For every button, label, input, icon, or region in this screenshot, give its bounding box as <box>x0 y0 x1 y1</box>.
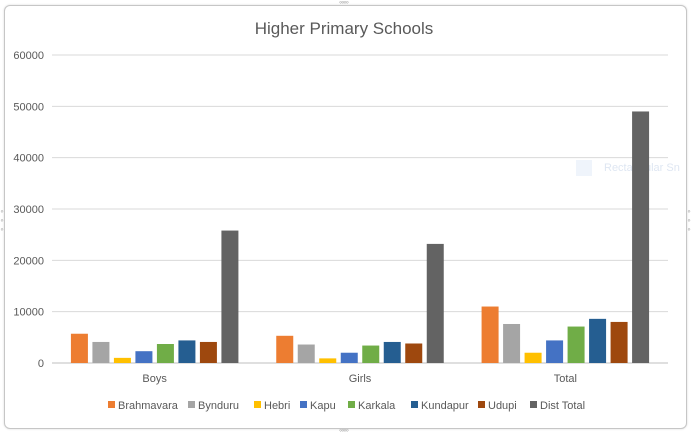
legend-label: Hebri <box>264 400 290 412</box>
legend-item-udupi[interactable]: Udupi <box>478 400 517 412</box>
bar-brahmavara-boys[interactable] <box>70 333 88 363</box>
bar-kapu-total[interactable] <box>546 340 564 363</box>
y-tick-label: 60000 <box>13 50 44 62</box>
x-tick-label: Total <box>554 373 577 385</box>
resize-handle-bottom[interactable]: ◦◦◦◦ <box>339 425 349 435</box>
x-tick-label: Girls <box>349 373 372 385</box>
legend-label: Kundapur <box>421 400 469 412</box>
legend-label: Udupi <box>488 400 517 412</box>
legend-swatch <box>188 401 195 408</box>
legend-label: Karkala <box>358 400 396 412</box>
legend-swatch <box>411 401 418 408</box>
legend-item-bynduru[interactable]: Bynduru <box>188 400 239 412</box>
bar-dist-total-girls[interactable] <box>426 243 444 363</box>
bar-kapu-girls[interactable] <box>340 352 358 363</box>
legend-label: Kapu <box>310 400 336 412</box>
legend-item-karkala[interactable]: Karkala <box>348 400 396 412</box>
bar-karkala-girls[interactable] <box>362 345 380 363</box>
bar-kundapur-girls[interactable] <box>383 341 401 363</box>
bar-hebri-total[interactable] <box>524 352 542 363</box>
ghost-tooltip-icon <box>576 160 592 176</box>
bar-karkala-boys[interactable] <box>156 344 174 363</box>
resize-handle-left[interactable]: ◦◦◦ <box>0 206 7 233</box>
legend-swatch <box>348 401 355 408</box>
bars <box>70 111 650 363</box>
legend-swatch <box>530 401 537 408</box>
y-tick-label: 50000 <box>13 101 44 113</box>
x-axis-tick-labels: Boys Girls Total <box>142 373 577 385</box>
bar-kundapur-boys[interactable] <box>178 340 196 363</box>
gridlines <box>52 54 668 364</box>
legend-label: Dist Total <box>540 400 585 412</box>
bar-udupi-girls[interactable] <box>405 343 423 363</box>
legend-swatch <box>254 401 261 408</box>
bar-karkala-total[interactable] <box>567 326 585 363</box>
bar-udupi-total[interactable] <box>610 321 628 363</box>
y-tick-label: 10000 <box>13 307 44 319</box>
legend-swatch <box>300 401 307 408</box>
legend-label: Bynduru <box>198 400 239 412</box>
y-tick-label: 40000 <box>13 153 44 165</box>
y-axis-tick-labels: 0 10000 20000 30000 40000 50000 60000 <box>13 50 44 370</box>
chart-title: Higher Primary Schools <box>255 19 434 38</box>
bar-brahmavara-girls[interactable] <box>276 335 294 363</box>
y-tick-label: 30000 <box>13 204 44 216</box>
bar-udupi-boys[interactable] <box>199 341 217 363</box>
bar-dist-total-total[interactable] <box>632 111 650 363</box>
legend-item-dist-total[interactable]: Dist Total <box>530 400 585 412</box>
bar-brahmavara-total[interactable] <box>481 306 499 363</box>
bar-hebri-boys[interactable] <box>113 357 131 363</box>
bar-hebri-girls[interactable] <box>319 358 337 363</box>
bar-bynduru-boys[interactable] <box>92 341 110 363</box>
x-tick-label: Boys <box>142 373 167 385</box>
bar-kapu-boys[interactable] <box>135 351 153 363</box>
legend-item-brahmavara[interactable]: Brahmavara <box>108 400 179 412</box>
bar-bynduru-total[interactable] <box>503 323 521 363</box>
legend-item-kundapur[interactable]: Kundapur <box>411 400 469 412</box>
legend-item-kapu[interactable]: Kapu <box>300 400 336 412</box>
bar-kundapur-total[interactable] <box>589 318 607 363</box>
y-tick-label: 0 <box>38 358 44 370</box>
y-tick-label: 20000 <box>13 255 44 267</box>
resize-handle-right[interactable]: ◦◦◦ <box>684 206 693 233</box>
resize-handle-top[interactable]: ◦◦◦◦ <box>339 0 349 7</box>
legend-swatch <box>108 401 115 408</box>
legend-label: Brahmavara <box>118 400 179 412</box>
legend-item-hebri[interactable]: Hebri <box>254 400 290 412</box>
legend-swatch <box>478 401 485 408</box>
bar-bynduru-girls[interactable] <box>297 344 315 363</box>
bar-dist-total-boys[interactable] <box>221 230 239 363</box>
legend: Brahmavara Bynduru Hebri Kapu Karkala Kundapu… <box>108 400 585 412</box>
